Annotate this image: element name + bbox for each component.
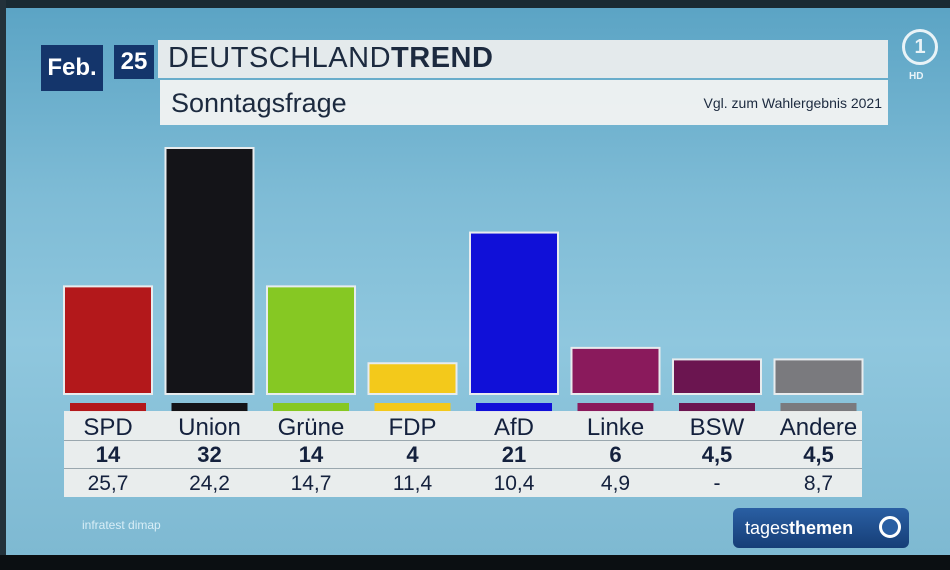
- bar-spd: [63, 285, 153, 395]
- bar-union: [164, 147, 255, 395]
- bar-afd: [469, 231, 559, 395]
- current-value: 32: [197, 442, 222, 467]
- party-label: BSW: [689, 414, 745, 441]
- previous-value: 10,4: [493, 472, 535, 495]
- color-key-bsw: [679, 403, 755, 412]
- table-divider: [64, 468, 862, 469]
- color-key-union: [171, 403, 248, 412]
- ard-logo-icon: 1: [902, 29, 938, 65]
- color-key-grüne: [273, 403, 349, 412]
- previous-value: 25,7: [87, 472, 129, 495]
- color-key-linke: [577, 403, 654, 412]
- current-value: 14: [95, 442, 121, 467]
- color-key-afd: [476, 403, 552, 412]
- party-label: FDP: [388, 414, 437, 441]
- color-key-spd: [70, 403, 146, 412]
- bar-linke: [570, 346, 661, 395]
- chart-subtitle: Sonntagsfrage: [171, 88, 347, 118]
- party-label: Andere: [779, 414, 858, 441]
- previous-value: 8,7: [803, 472, 834, 495]
- year-badge: 25: [114, 45, 154, 79]
- previous-value: 24,2: [189, 472, 230, 495]
- page-title: DEUTSCHLANDTREND: [168, 42, 493, 75]
- title-bar: [158, 40, 888, 78]
- hd-label: HD: [909, 71, 924, 82]
- current-value: 6: [609, 442, 622, 467]
- color-key-fdp: [374, 403, 451, 412]
- previous-value: 14,7: [290, 472, 332, 495]
- previous-value: 11,4: [392, 472, 433, 495]
- screen-bezel-bottom: [0, 555, 950, 570]
- current-value: 14: [298, 442, 324, 467]
- results-table: [64, 411, 862, 497]
- previous-value: 4,9: [600, 472, 631, 495]
- color-key-andere: [780, 403, 857, 412]
- current-value: 4,5: [701, 442, 733, 467]
- bar-andere: [773, 358, 864, 395]
- ard-ring-icon: [879, 516, 901, 538]
- current-value: 4: [406, 442, 419, 467]
- screen-bezel-top: [0, 0, 950, 8]
- comparison-note: Vgl. zum Wahlergebnis 2021: [703, 95, 882, 111]
- bar-grüne: [266, 285, 356, 395]
- party-label: AfD: [493, 414, 534, 441]
- party-label: Linke: [586, 414, 645, 441]
- screen-bezel-left: [0, 0, 6, 570]
- bar-bsw: [672, 358, 762, 395]
- tagesthemen-logo: tagesthemen: [733, 508, 909, 548]
- subtitle-bar: [160, 80, 888, 125]
- previous-value: -: [713, 472, 721, 495]
- party-label: SPD: [83, 414, 133, 441]
- party-label: Union: [178, 414, 241, 441]
- current-value: 4,5: [803, 442, 834, 467]
- program-regular: tages: [745, 518, 790, 538]
- title-regular: DEUTSCHLAND: [168, 42, 392, 74]
- month-badge: Feb.: [41, 45, 103, 91]
- program-bold: themen: [789, 518, 854, 538]
- current-value: 21: [501, 442, 527, 467]
- source-label: infratest dimap: [82, 518, 161, 532]
- title-bold: TREND: [391, 42, 494, 74]
- table-divider: [64, 440, 862, 441]
- bar-fdp: [367, 362, 458, 395]
- party-label: Grüne: [277, 414, 345, 441]
